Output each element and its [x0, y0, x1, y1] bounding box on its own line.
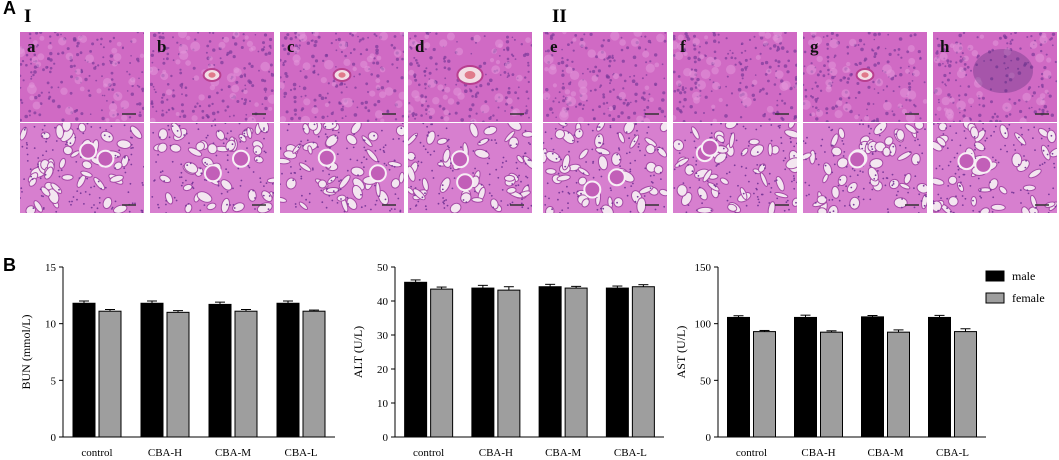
- y-tick-label: 0: [383, 432, 389, 444]
- y-axis-title: ALT (U/L): [351, 326, 365, 378]
- legend-label-male: male: [1012, 269, 1035, 283]
- bar-male: [727, 316, 750, 438]
- legend-swatch-male: [985, 270, 1005, 282]
- x-tick-label: CBA-L: [936, 447, 969, 459]
- legend-label-female: female: [1012, 291, 1045, 305]
- x-tick-label: CBA-M: [545, 447, 581, 459]
- kidney-section-4: [408, 123, 532, 213]
- bar-male: [140, 302, 164, 438]
- bar-male: [208, 303, 232, 438]
- y-tick-label: 30: [377, 330, 389, 342]
- kidney-section-5: [543, 123, 667, 213]
- x-tick-label: control: [81, 447, 112, 459]
- bar-female: [430, 288, 454, 438]
- y-axis-title: BUN (mmol/L): [19, 315, 33, 390]
- bar-female: [820, 331, 843, 438]
- kidney-section-3: [280, 123, 404, 213]
- tile-letter: g: [810, 37, 819, 56]
- kidney-section-8: [933, 123, 1057, 213]
- bar-male: [72, 302, 96, 438]
- bar-male: [928, 316, 951, 438]
- y-tick-label: 100: [695, 319, 712, 331]
- kidney-section-6: [673, 123, 797, 213]
- x-tick-label: CBA-L: [285, 447, 318, 459]
- liver-section-7: g: [803, 32, 927, 122]
- bar-female: [497, 289, 521, 438]
- liver-section-4: d: [408, 32, 532, 122]
- tile-letter: b: [157, 37, 167, 56]
- y-tick-label: 10: [377, 398, 389, 410]
- y-tick-label: 15: [45, 262, 57, 274]
- liver-section-1: a: [20, 32, 144, 122]
- x-tick-label: CBA-L: [614, 447, 647, 459]
- y-axis-title: AST (U/L): [674, 326, 688, 379]
- liver-section-2: b: [150, 32, 274, 122]
- x-tick-label: CBA-M: [215, 447, 251, 459]
- y-tick-label: 50: [377, 262, 389, 274]
- kidney-section-2: [150, 123, 274, 213]
- tile-letter: a: [27, 37, 36, 56]
- x-tick-label: CBA-H: [801, 447, 835, 459]
- tile-letter: d: [415, 37, 425, 56]
- panel-a-label: A: [3, 0, 16, 18]
- panel-b-label: B: [3, 255, 16, 275]
- y-tick-label: 50: [700, 375, 712, 387]
- x-tick-label: control: [413, 447, 444, 459]
- bar-male: [794, 316, 817, 438]
- y-tick-label: 10: [45, 319, 57, 331]
- bar-female: [564, 287, 588, 438]
- y-tick-label: 0: [706, 432, 712, 444]
- kidney-section-7: [803, 123, 927, 213]
- tile-letter: c: [287, 37, 295, 56]
- x-tick-label: control: [736, 447, 767, 459]
- bar-female: [166, 311, 190, 438]
- x-tick-label: CBA-H: [479, 447, 513, 459]
- group-ii-label: II: [552, 6, 567, 27]
- y-tick-label: 40: [377, 296, 389, 308]
- tile-letter: h: [940, 37, 950, 56]
- group-i-label: I: [24, 6, 32, 27]
- bar-male: [276, 302, 300, 438]
- x-tick-label: CBA-H: [148, 447, 182, 459]
- bar-male: [605, 287, 629, 438]
- bar-male: [471, 287, 495, 438]
- x-tick-label: CBA-M: [867, 447, 903, 459]
- bar-female: [631, 286, 655, 438]
- bar-male: [404, 281, 428, 438]
- bar-female: [753, 331, 776, 438]
- bar-female: [887, 331, 910, 438]
- bar-female: [98, 310, 122, 438]
- liver-section-3: c: [280, 32, 404, 122]
- bar-male: [538, 286, 562, 438]
- kidney-section-1: [20, 123, 144, 213]
- bar-female: [954, 331, 977, 438]
- y-tick-label: 150: [695, 262, 712, 274]
- liver-section-5: e: [543, 32, 667, 122]
- y-tick-label: 0: [51, 432, 57, 444]
- bar-female: [234, 310, 258, 438]
- bar-female: [302, 310, 326, 438]
- y-tick-label: 20: [377, 364, 389, 376]
- y-tick-label: 5: [51, 375, 57, 387]
- tile-letter: f: [680, 37, 686, 56]
- tile-letter: e: [550, 37, 558, 56]
- bar-male: [861, 316, 884, 438]
- liver-section-6: f: [673, 32, 797, 122]
- liver-section-8: h: [933, 32, 1057, 122]
- legend-swatch-female: [985, 292, 1005, 304]
